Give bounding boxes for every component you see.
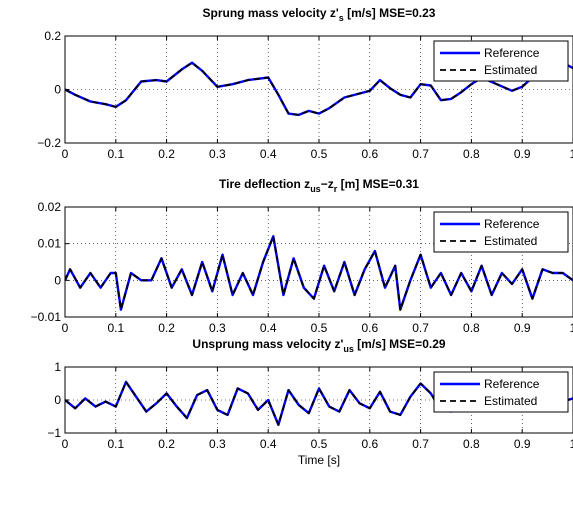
x-tick-label: 0.3 (209, 321, 226, 335)
legend-box (433, 371, 569, 413)
x-tick-label: 0.6 (361, 437, 378, 451)
legend: Reference Estimated (433, 40, 569, 82)
x-tick-label: 0.2 (158, 437, 175, 451)
x-tick-label: 0.4 (260, 321, 277, 335)
chart-panel-1: Sprung mass velocity z's [m/s] MSE=0.23 0… (37, 6, 573, 161)
x-tick-label: 0.9 (514, 147, 531, 161)
x-tick-label: 0.4 (260, 437, 277, 451)
legend-label-reference: Reference (484, 46, 540, 60)
y-tick-label: 0.2 (44, 29, 61, 43)
y-tick-label: −0.01 (31, 310, 62, 324)
y-tick-label: 0 (54, 273, 61, 287)
legend-box (433, 40, 569, 82)
legend: Reference Estimated (433, 371, 569, 413)
x-axis-label: Time [s] (298, 453, 340, 467)
x-tick-label: 0.8 (463, 147, 480, 161)
legend-label-reference: Reference (484, 377, 540, 391)
chart-title: Sprung mass velocity z's [m/s] MSE=0.23 (203, 6, 436, 23)
x-tick-label: 0.7 (412, 147, 429, 161)
series-line-estimated (65, 380, 573, 426)
x-tick-label: 0.5 (311, 321, 328, 335)
y-tick-label: −1 (47, 426, 61, 440)
x-tick-label: 1 (570, 321, 573, 335)
x-tick-label: 0.1 (107, 147, 124, 161)
x-tick-label: 0.2 (158, 321, 175, 335)
y-tick-label: 0.02 (38, 200, 62, 214)
x-tick-label: 0.5 (311, 437, 328, 451)
x-tick-label: 0 (62, 437, 69, 451)
x-tick-label: 0.1 (107, 321, 124, 335)
x-tick-label: 0.9 (514, 321, 531, 335)
legend-label-reference: Reference (484, 217, 540, 231)
x-tick-label: 0.7 (412, 321, 429, 335)
x-tick-label: 0.3 (209, 147, 226, 161)
y-tick-label: 0 (54, 83, 61, 97)
x-tick-label: 0.2 (158, 147, 175, 161)
legend: Reference Estimated (433, 211, 569, 253)
series-line-reference (65, 61, 573, 117)
x-tick-label: 0.5 (311, 147, 328, 161)
x-tick-label: 0.7 (412, 437, 429, 451)
x-tick-label: 0.8 (463, 437, 480, 451)
chart-panel-2: Tire deflection zus−zr [m] MSE=0.31 0 0.1 0… (31, 177, 573, 335)
x-tick-label: 0.6 (361, 321, 378, 335)
x-tick-label: 1 (570, 437, 573, 451)
legend-label-estimated: Estimated (484, 63, 537, 77)
chart-panel-3: Unsprung mass velocity z'us [m/s] MSE=0.… (47, 337, 573, 467)
series-line-estimated (65, 235, 573, 311)
y-tick-label: 0.01 (38, 237, 62, 251)
legend-label-estimated: Estimated (484, 234, 537, 248)
x-tick-label: 0.6 (361, 147, 378, 161)
x-tick-label: 0.1 (107, 437, 124, 451)
x-tick-label: 0.4 (260, 147, 277, 161)
x-tick-label: 0.9 (514, 437, 531, 451)
y-tick-label: 0 (54, 393, 61, 407)
chart-title: Tire deflection zus−zr [m] MSE=0.31 (219, 177, 419, 194)
x-tick-label: 0 (62, 147, 69, 161)
x-tick-label: 0 (62, 321, 69, 335)
y-tick-label: 1 (54, 360, 61, 374)
y-tick-label: −0.2 (37, 136, 61, 150)
x-tick-label: 0.8 (463, 321, 480, 335)
x-tick-label: 1 (570, 147, 573, 161)
legend-label-estimated: Estimated (484, 394, 537, 408)
legend-box (433, 211, 569, 253)
x-tick-label: 0.3 (209, 437, 226, 451)
chart-title: Unsprung mass velocity z'us [m/s] MSE=0.… (192, 337, 445, 354)
